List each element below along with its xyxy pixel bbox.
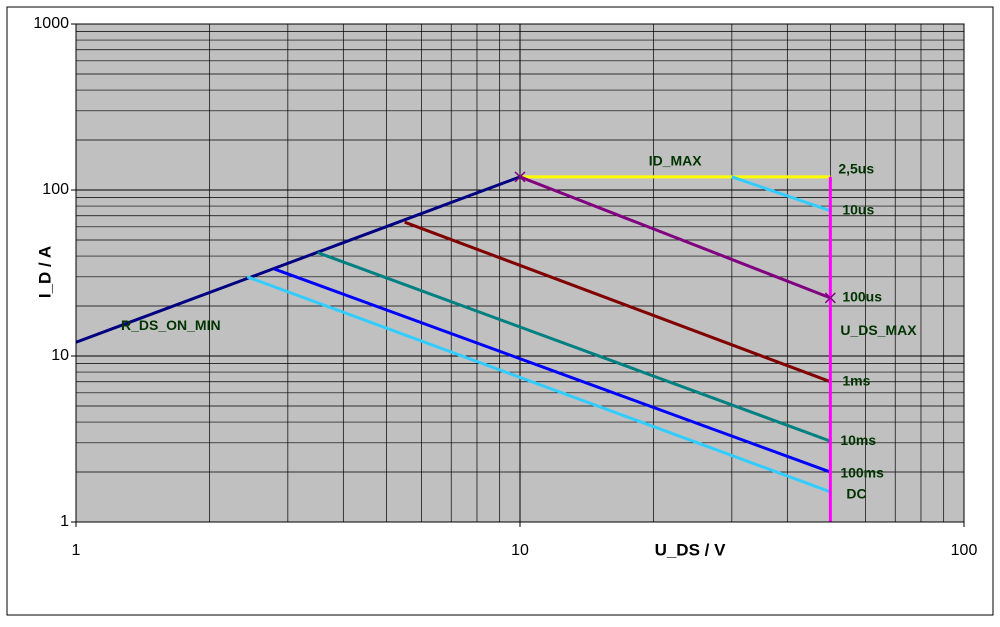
- point-marker: [514, 171, 526, 183]
- y-tick-label: 10: [51, 347, 69, 364]
- series-line: [317, 251, 831, 443]
- series-label: R_DS_ON_MIN: [121, 317, 221, 333]
- y-tick-label: 100: [42, 181, 69, 198]
- series-label: 10us: [842, 201, 874, 217]
- point-marker: [824, 292, 836, 304]
- x-axis-title: U_DS / V: [655, 540, 727, 559]
- x-tick-label: 10: [511, 542, 529, 559]
- y-tick-label: 1000: [33, 15, 69, 32]
- annotation: 2,5us: [838, 161, 874, 177]
- series-line: [404, 220, 831, 384]
- series-label: 1ms: [842, 372, 870, 388]
- series-line: [75, 175, 521, 344]
- series-label: ID_MAX: [649, 153, 703, 169]
- series-label: DC: [846, 486, 866, 502]
- series-line: [519, 175, 831, 300]
- series-label: 100ms: [840, 465, 884, 481]
- series-group: [75, 171, 836, 522]
- plot-border: [75, 23, 965, 523]
- series-line: [274, 267, 831, 474]
- x-tick-label: 1: [72, 542, 81, 559]
- series-line: [731, 175, 831, 213]
- series-label: U_DS_MAX: [840, 322, 917, 338]
- x-tick-label: 100: [951, 542, 978, 559]
- y-tick-label: 1: [60, 513, 69, 530]
- series-label: 100us: [842, 289, 882, 305]
- series-label: 10ms: [840, 432, 876, 448]
- y-axis-title: I_D / A: [35, 246, 54, 298]
- series-line: [246, 275, 831, 494]
